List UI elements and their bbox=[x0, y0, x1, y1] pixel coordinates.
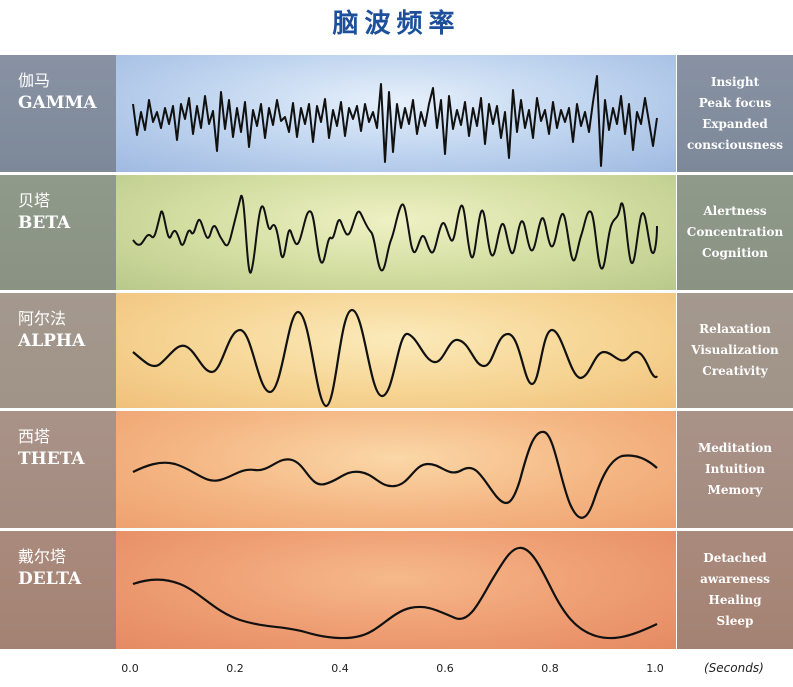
band-theta: 西塔 THETA Meditation Intuition Memory bbox=[0, 411, 793, 528]
band-delta-desc-line: awareness bbox=[700, 572, 770, 586]
band-delta-cn-name: 戴尔塔 bbox=[18, 547, 67, 566]
axis-tick-label: 0.0 bbox=[121, 662, 139, 675]
band-gamma-cn-name: 伽马 bbox=[18, 71, 51, 90]
band-theta-desc-line: Intuition bbox=[705, 462, 765, 476]
band-theta-label: 西塔 THETA bbox=[0, 411, 116, 528]
band-delta: 戴尔塔 DELTA Detached awareness Healing Sle… bbox=[0, 531, 793, 649]
band-delta-en-name: DELTA bbox=[18, 569, 82, 589]
time-axis: 0.0 0.2 0.4 0.6 0.8 1.0 (Seconds) bbox=[0, 650, 793, 687]
band-theta-en-name: THETA bbox=[18, 449, 85, 469]
band-beta-desc-line: Cognition bbox=[701, 246, 769, 260]
band-gamma-wave-area bbox=[116, 55, 676, 172]
band-alpha-desc-line: Creativity bbox=[702, 364, 768, 378]
band-alpha-label: 阿尔法 ALPHA bbox=[0, 293, 116, 408]
band-theta-desc-line: Memory bbox=[707, 483, 763, 497]
band-theta-cn-name: 西塔 bbox=[18, 427, 51, 446]
band-delta-label: 戴尔塔 DELTA bbox=[0, 531, 116, 649]
band-delta-desc-line: Detached bbox=[703, 551, 767, 565]
band-gamma-en-name: GAMMA bbox=[18, 93, 97, 113]
band-gamma-label: 伽马 GAMMA bbox=[0, 55, 116, 172]
diagram-title: 脑波频率 bbox=[332, 9, 461, 39]
band-alpha-en-name: ALPHA bbox=[18, 331, 86, 351]
axis-tick-label: 0.4 bbox=[331, 662, 349, 675]
band-gamma-description: Insight Peak focus Expanded consciousnes… bbox=[677, 55, 793, 172]
band-delta-desc-line: Healing bbox=[708, 593, 762, 607]
band-delta-desc-line: Sleep bbox=[716, 614, 754, 628]
band-beta-desc-line: Alertness bbox=[703, 204, 767, 218]
band-divider bbox=[0, 290, 793, 293]
band-beta-desc-line: Concentration bbox=[686, 225, 784, 239]
band-alpha-desc-line: Visualization bbox=[691, 343, 779, 357]
band-beta-cn-name: 贝塔 bbox=[18, 191, 51, 210]
band-delta-wave-area bbox=[116, 531, 676, 649]
band-theta-description: Meditation Intuition Memory bbox=[677, 411, 793, 528]
band-gamma-desc-line: Expanded bbox=[702, 116, 768, 131]
band-gamma-desc-line: consciousness bbox=[686, 137, 783, 152]
band-beta-description: Alertness Concentration Cognition bbox=[677, 175, 793, 290]
band-alpha-desc-line: Relaxation bbox=[699, 322, 771, 336]
axis-unit-label: (Seconds) bbox=[704, 661, 764, 675]
band-beta-en-name: BETA bbox=[18, 213, 71, 233]
band-alpha-wave-area bbox=[116, 293, 676, 408]
band-beta-label: 贝塔 BETA bbox=[0, 175, 116, 290]
axis-tick-label: 0.6 bbox=[436, 662, 454, 675]
band-divider bbox=[0, 408, 793, 411]
band-delta-description: Detached awareness Healing Sleep bbox=[677, 531, 793, 649]
band-alpha-description: Relaxation Visualization Creativity bbox=[677, 293, 793, 408]
band-theta-desc-line: Meditation bbox=[697, 441, 772, 455]
band-alpha-cn-name: 阿尔法 bbox=[18, 309, 67, 328]
band-theta-wave-area bbox=[116, 411, 676, 528]
axis-tick-label: 1.0 bbox=[646, 662, 664, 675]
band-gamma-desc-line: Peak focus bbox=[698, 95, 772, 110]
band-divider bbox=[0, 528, 793, 531]
band-alpha: 阿尔法 ALPHA Relaxation Visualization Creat… bbox=[0, 293, 793, 408]
band-divider bbox=[0, 172, 793, 175]
band-beta: 贝塔 BETA Alertness Concentration Cognitio… bbox=[0, 175, 793, 290]
band-beta-wave-area bbox=[116, 175, 676, 290]
band-gamma-desc-line: Insight bbox=[710, 74, 760, 89]
band-gamma: 伽马 GAMMA Insight Peak focus Expanded con… bbox=[0, 55, 793, 172]
axis-tick-label: 0.8 bbox=[541, 662, 559, 675]
axis-tick-label: 0.2 bbox=[226, 662, 244, 675]
